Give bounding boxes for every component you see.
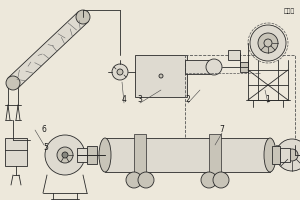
Bar (209, 134, 221, 176)
Bar (87, 146, 97, 164)
Text: 6: 6 (42, 126, 46, 134)
Bar (134, 134, 146, 176)
Text: 2: 2 (186, 96, 190, 104)
Circle shape (206, 59, 222, 75)
Circle shape (201, 172, 217, 188)
Bar (5, 138, 27, 166)
Ellipse shape (99, 138, 111, 172)
Circle shape (45, 135, 85, 175)
Text: 3: 3 (138, 96, 142, 104)
Text: 1: 1 (266, 96, 270, 104)
Circle shape (126, 172, 142, 188)
Circle shape (250, 25, 286, 61)
Bar (77, 148, 87, 162)
Bar (240, 62, 248, 72)
Polygon shape (8, 12, 88, 88)
Bar (185, 55, 295, 145)
Circle shape (276, 139, 300, 171)
Text: 5: 5 (44, 144, 48, 152)
Bar (228, 50, 240, 60)
Bar (185, 60, 210, 74)
Ellipse shape (264, 138, 276, 172)
Text: 4: 4 (122, 96, 126, 104)
Circle shape (264, 39, 272, 47)
Circle shape (6, 76, 20, 90)
Bar (280, 148, 290, 162)
Bar (272, 146, 280, 164)
Circle shape (57, 147, 73, 163)
Circle shape (117, 69, 123, 75)
Bar (105, 138, 270, 172)
Circle shape (62, 152, 68, 158)
Text: 一段幕: 一段幕 (284, 8, 295, 14)
Circle shape (258, 33, 278, 53)
Circle shape (286, 149, 298, 161)
Circle shape (138, 172, 154, 188)
Text: 7: 7 (220, 126, 224, 134)
Bar (135, 55, 187, 97)
Circle shape (76, 10, 90, 24)
Circle shape (159, 74, 163, 78)
Circle shape (213, 172, 229, 188)
Circle shape (112, 64, 128, 80)
